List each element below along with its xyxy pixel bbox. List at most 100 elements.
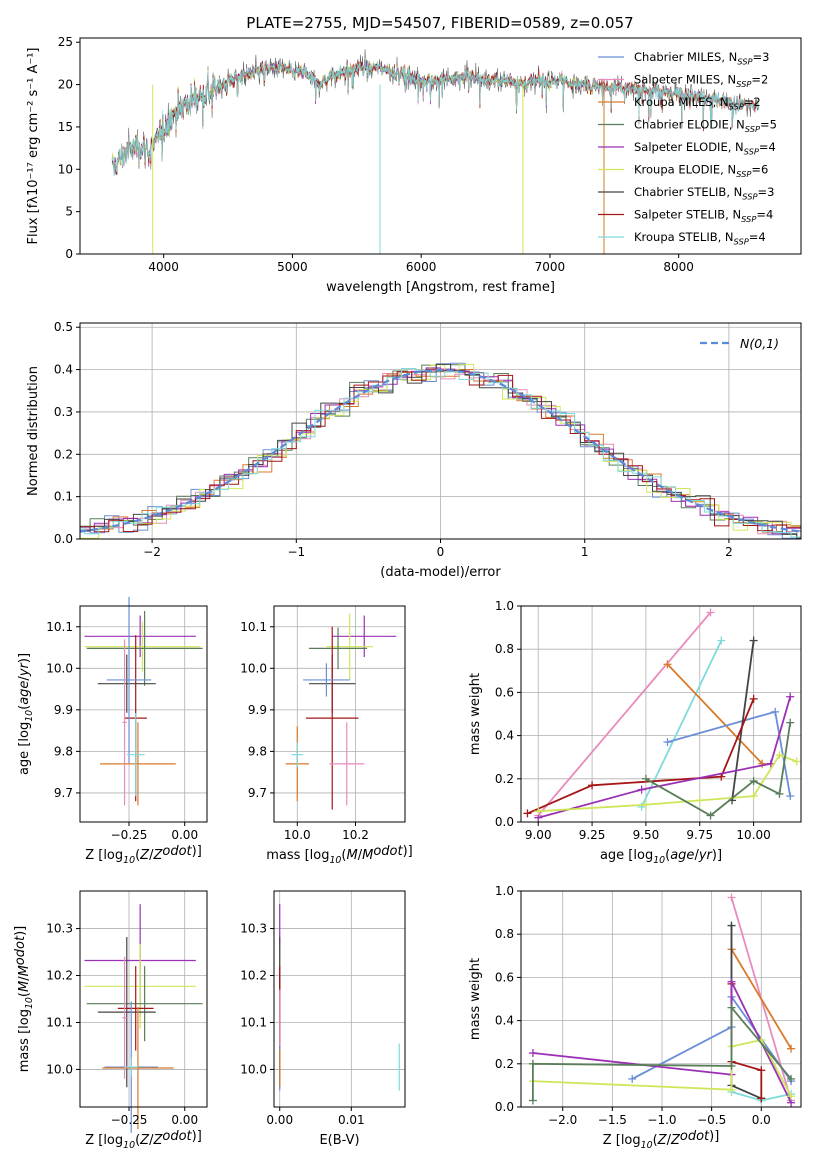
label-part: Z <box>152 848 163 863</box>
y-tick-label: 9.9 <box>54 703 73 717</box>
y-tick-label: 9.9 <box>248 703 267 717</box>
label-part: SSP <box>737 56 752 66</box>
label-part: N <box>740 336 750 351</box>
label-part: Normed distribution <box>26 366 41 496</box>
label-part: 10 <box>641 1140 653 1151</box>
label-part: E(B-V) <box>319 1133 359 1148</box>
spectrum-line <box>111 59 602 174</box>
axes-frame <box>273 605 406 823</box>
x-tick-label: 5000 <box>277 260 308 274</box>
label-part: SSP <box>729 101 744 111</box>
label-part: Salpeter MILES, N <box>634 73 736 87</box>
x-axis-label: age [log10(age/yr)] <box>600 848 722 866</box>
weight-line <box>730 948 792 1050</box>
y-tick-label: 1.0 <box>495 884 514 898</box>
x-tick-label: 8000 <box>663 260 694 274</box>
label-part: =4 <box>749 230 766 244</box>
label-part: mass [log <box>266 848 329 863</box>
y-tick-label: 0.6 <box>495 685 514 699</box>
y-tick-label: 20 <box>58 78 73 92</box>
label-part: yr <box>17 661 32 677</box>
residuals-panel: −2 −1 0 1 2 0.0 0.1 0.2 0.3 0.4 0.5 (data-model)/er… <box>26 320 802 580</box>
label-part: Chabrier ELODIE, N <box>634 118 745 132</box>
label-part: =3 <box>753 50 770 64</box>
weight-line <box>537 696 792 819</box>
x-tick-label: 9.00 <box>525 828 552 842</box>
label-part: ( <box>341 848 346 863</box>
label-part: yr <box>698 848 714 863</box>
label-part: Z <box>139 848 150 863</box>
y-axis-label: mass weight <box>468 958 483 1040</box>
label-part: )] <box>13 926 28 936</box>
y-tick-label: 1.0 <box>495 599 514 613</box>
label-part: =4 <box>759 140 776 154</box>
legend-entry: Salpeter STELIB, NSSP=4 <box>634 208 773 224</box>
label-part: =2 <box>751 73 768 87</box>
y-tick-label: 10.0 <box>46 661 73 675</box>
y-tick-label: 10.2 <box>240 969 267 983</box>
y-tick-label: 10.1 <box>46 620 73 634</box>
y-axis-label: Flux [fλ10⁻¹⁷ erg cm⁻² s⁻¹ A⁻¹] <box>26 48 41 245</box>
spectrum-line <box>111 57 759 177</box>
label-part: / <box>149 1133 154 1148</box>
legend-entry: Salpeter MILES, NSSP=2 <box>634 73 768 89</box>
label-part: Kroupa MILES, N <box>634 95 729 109</box>
legend-entry: N(0,1) <box>740 336 779 351</box>
y-tick-label: 0.0 <box>54 532 73 546</box>
label-part: Z <box>670 1133 681 1148</box>
label-part: M <box>17 965 32 976</box>
label-part: mass [log <box>17 1009 32 1072</box>
label-part: Z [log <box>85 848 123 863</box>
weight-vs-age-plot-area <box>523 608 801 822</box>
x-tick-label: 0.0 <box>752 1113 771 1127</box>
x-tick-label: 9.75 <box>686 828 713 842</box>
x-tick-label: 9.50 <box>633 828 660 842</box>
label-part: 10 <box>123 1140 135 1151</box>
legend-entry: Chabrier ELODIE, NSSP=5 <box>634 118 777 134</box>
label-part: odot <box>680 1129 710 1144</box>
label-part: age [log <box>17 722 32 775</box>
y-axis-label: mass weight <box>468 673 483 755</box>
y-tick-label: 10.0 <box>46 1062 73 1076</box>
label-part: 10 <box>24 710 35 722</box>
label-part: M <box>346 848 357 863</box>
legend-entry: Chabrier STELIB, NSSP=3 <box>634 185 774 201</box>
label-part: (0,1) <box>749 336 779 351</box>
y-tick-label: 10.0 <box>240 661 267 675</box>
label-part: Kroupa STELIB, N <box>634 230 734 244</box>
legend-entry: Kroupa ELODIE, NSSP=6 <box>634 163 768 179</box>
mass-vs-Z-plot-area <box>84 904 203 1133</box>
age-vs-Z-axes: −0.25 0.009.79.89.910.010.1Z [log10(Z/Zod… <box>17 605 208 866</box>
x-tick-label: −1 <box>287 545 305 559</box>
label-part: Flux [fλ10⁻¹⁷ erg cm⁻² s⁻¹ A⁻¹] <box>26 48 41 245</box>
label-part: )] <box>17 653 32 663</box>
y-tick-label: 0.8 <box>495 927 514 941</box>
label-part: M <box>17 981 32 992</box>
label-part: 10 <box>329 855 341 866</box>
y-tick-label: 9.7 <box>54 786 73 800</box>
y-tick-label: 9.8 <box>54 744 73 758</box>
label-part: Chabrier MILES, N <box>634 50 737 64</box>
x-axis-label: Z [log10(Z/Zodot)] <box>85 1129 202 1151</box>
label-part: SSP <box>736 169 751 179</box>
x-tick-label: 1 <box>581 545 589 559</box>
label-part: )] <box>709 1129 719 1144</box>
legend-entry: Kroupa MILES, NSSP=2 <box>634 95 761 111</box>
label-part: ( <box>17 992 32 997</box>
y-tick-label: 0.1 <box>54 490 73 504</box>
x-tick-label: −0.5 <box>697 1113 726 1127</box>
y-tick-label: 9.8 <box>248 744 267 758</box>
label-part: mass weight <box>468 958 483 1040</box>
weight-vs-age-axes: 9.00 9.25 9.50 9.75 10.00 0.0 0.2 0.4 0.6 0.8 1.0 a… <box>468 599 802 866</box>
spectrum-panel: 4000 5000 6000 7000 8000 0 5 10 15 20 25 wavelength… <box>26 35 802 295</box>
x-tick-label: 10.2 <box>342 828 369 842</box>
axes-frame <box>79 605 208 823</box>
label-part: Chabrier STELIB, N <box>634 185 742 199</box>
label-part: odot <box>373 844 403 859</box>
y-tick-label: 10.3 <box>240 922 267 936</box>
label-part: Kroupa ELODIE, N <box>634 163 736 177</box>
label-part: / <box>17 676 32 681</box>
weight-line <box>537 611 712 817</box>
